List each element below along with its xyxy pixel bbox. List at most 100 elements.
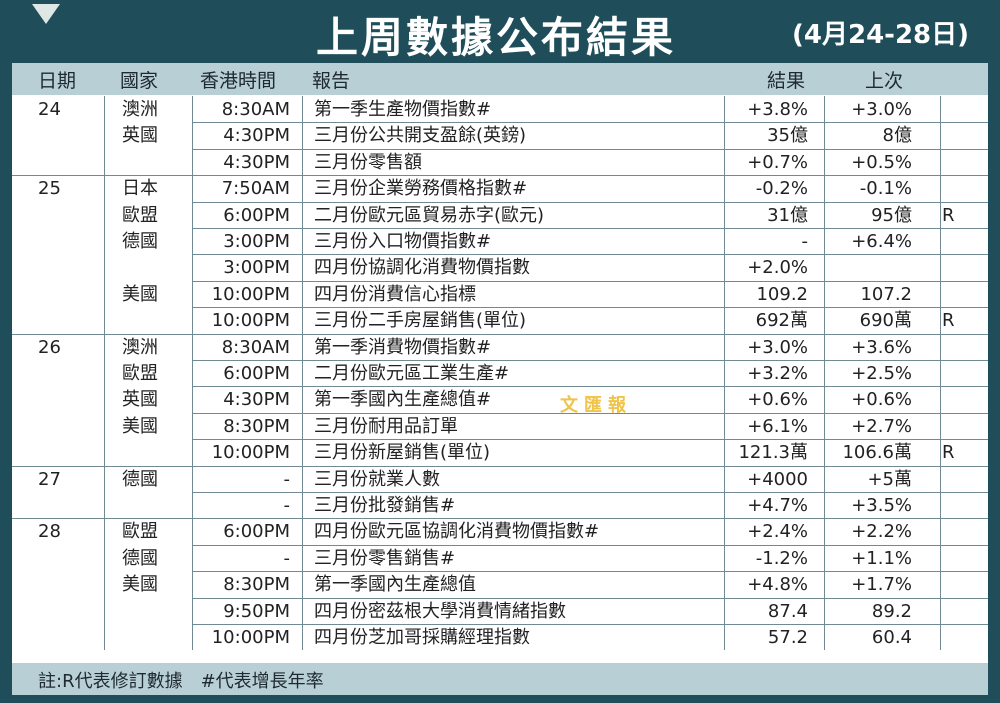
footer-note: 註:R代表修訂數據 #代表增長年率 [38, 671, 324, 692]
table-row: 10:00PM 三月份二手房屋銷售(單位) 692萬 690萬 R [12, 307, 988, 333]
result-cell: -0.2% [755, 178, 808, 200]
report-cell: 第一季國內生產總值# [314, 389, 492, 411]
table-row: 24 澳洲 8:30AM 第一季生產物價指數# +3.8% +3.0% [12, 96, 988, 122]
table-row: 英國 4:30PM 三月份公共開支盈餘(英鎊) 35億 8億 [12, 122, 988, 148]
time-cell: 10:00PM [211, 442, 290, 464]
watermark: 文匯報 [560, 395, 632, 416]
previous-cell: +3.0% [851, 99, 912, 120]
report-cell: 三月份耐用品訂單 [314, 415, 458, 437]
table-row: 3:00PM 四月份協調化消費物價指數 +2.0% [12, 254, 988, 280]
row-divider [192, 597, 988, 599]
result-cell: +0.6% [747, 389, 808, 411]
column-header-time: 香港時間 [200, 70, 277, 92]
previous-cell: +1.1% [851, 547, 912, 569]
time-cell: 10:00PM [211, 627, 290, 648]
previous-cell: +5萬 [867, 468, 912, 490]
row-divider [12, 333, 988, 335]
row-divider [192, 280, 988, 282]
row-divider [192, 228, 988, 229]
date-cell: 25 [38, 178, 61, 200]
row-divider [12, 175, 988, 177]
column-divider [724, 96, 725, 651]
table-header: 日期 國家 香港時間 報告 結果 上次 [12, 63, 988, 95]
revision-flag: R [942, 310, 955, 332]
date-cell: 26 [38, 336, 61, 358]
time-cell: 10:00PM [211, 283, 290, 305]
table-row: 德國 - 三月份零售銷售# -1.2% +1.1% [12, 545, 988, 571]
country-cell: 德國 [122, 468, 158, 490]
country-cell: 歐盟 [122, 363, 158, 384]
revision-flag: R [942, 442, 955, 464]
result-cell: 57.2 [767, 627, 808, 648]
column-header-result: 結果 [767, 70, 806, 92]
table-row: 4:30PM 三月份零售額 +0.7% +0.5% [12, 149, 988, 175]
time-cell: 4:30PM [223, 389, 290, 411]
previous-cell: +1.7% [851, 574, 912, 596]
report-cell: 三月份就業人數 [314, 468, 440, 490]
report-cell: 三月份公共開支盈餘(英鎊) [314, 125, 527, 147]
footer: 註:R代表修訂數據 #代表增長年率 [12, 663, 988, 695]
row-divider [192, 412, 988, 414]
country-cell: 歐盟 [122, 204, 158, 226]
row-divider [192, 201, 988, 203]
country-cell: 英國 [122, 389, 158, 411]
report-cell: 四月份消費信心指標 [314, 283, 476, 305]
result-cell: +2.0% [747, 257, 808, 279]
row-divider [192, 624, 988, 625]
country-cell: 德國 [122, 547, 158, 569]
row-divider [12, 518, 988, 520]
previous-cell: 690萬 [859, 310, 912, 332]
table-row: 27 德國 - 三月份就業人數 +4000 +5萬 [12, 466, 988, 492]
country-cell: 日本 [122, 178, 158, 200]
report-cell: 二月份歐元區工業生產# [314, 363, 510, 384]
row-divider [192, 148, 988, 150]
result-cell: +4.7% [747, 495, 808, 516]
row-divider [192, 492, 988, 493]
country-cell: 澳洲 [122, 336, 158, 358]
time-cell: - [283, 468, 291, 490]
result-cell: 109.2 [756, 283, 808, 305]
report-cell: 三月份零售額 [314, 151, 422, 173]
column-divider [302, 96, 303, 651]
result-cell: 121.3萬 [738, 442, 808, 464]
table-row: 美國 8:30PM 第一季國內生產總值 +4.8% +1.7% [12, 571, 988, 597]
report-cell: 四月份密茲根大學消費情緒指數 [314, 600, 566, 622]
column-divider [824, 96, 825, 651]
time-cell: 3:00PM [223, 231, 290, 252]
report-cell: 三月份新屋銷售(單位) [314, 442, 491, 464]
row-divider [192, 571, 988, 573]
country-cell: 德國 [122, 231, 158, 252]
report-cell: 四月份協調化消費物價指數 [314, 257, 530, 279]
result-cell: - [801, 231, 809, 252]
country-cell: 美國 [122, 574, 158, 596]
result-cell: +3.8% [747, 99, 808, 120]
result-cell: +4000 [747, 468, 808, 490]
table-row: 28 歐盟 6:00PM 四月份歐元區協調化消費物價指數# +2.4% +2.2% [12, 518, 988, 544]
time-cell: 8:30PM [223, 415, 290, 437]
result-cell: 692萬 [755, 310, 808, 332]
result-cell: +0.7% [747, 151, 808, 173]
time-cell: 6:00PM [223, 521, 290, 543]
result-cell: +4.8% [747, 574, 808, 596]
column-divider [940, 96, 941, 651]
row-divider [192, 439, 988, 441]
previous-cell: +2.5% [851, 363, 912, 384]
title-bar: 上周數據公布結果 (4月24-28日) [0, 0, 1000, 62]
table-row: 10:00PM 三月份新屋銷售(單位) 121.3萬 106.6萬 R [12, 439, 988, 465]
column-header-report: 報告 [312, 70, 351, 92]
column-header-date: 日期 [38, 70, 77, 92]
country-cell: 英國 [122, 125, 158, 147]
result-cell: -1.2% [755, 547, 808, 569]
report-cell: 三月份零售銷售# [314, 547, 456, 569]
data-table: 日期 國家 香港時間 報告 結果 上次 24 澳洲 8:30AM 第一季生產物價指數#… [12, 63, 988, 663]
revision-flag: R [942, 204, 955, 226]
table-row: 10:00PM 四月份芝加哥採購經理指數 57.2 60.4 [12, 624, 988, 650]
previous-cell: 107.2 [860, 283, 912, 305]
table-row: 德國 3:00PM 三月份入口物價指數# - +6.4% [12, 228, 988, 254]
page-title: 上周數據公布結果 [316, 13, 677, 62]
previous-cell: -0.1% [859, 178, 912, 200]
country-cell: 澳洲 [122, 99, 158, 120]
date-cell: 24 [38, 99, 61, 120]
time-cell: 10:00PM [211, 310, 290, 332]
row-divider [192, 360, 988, 361]
